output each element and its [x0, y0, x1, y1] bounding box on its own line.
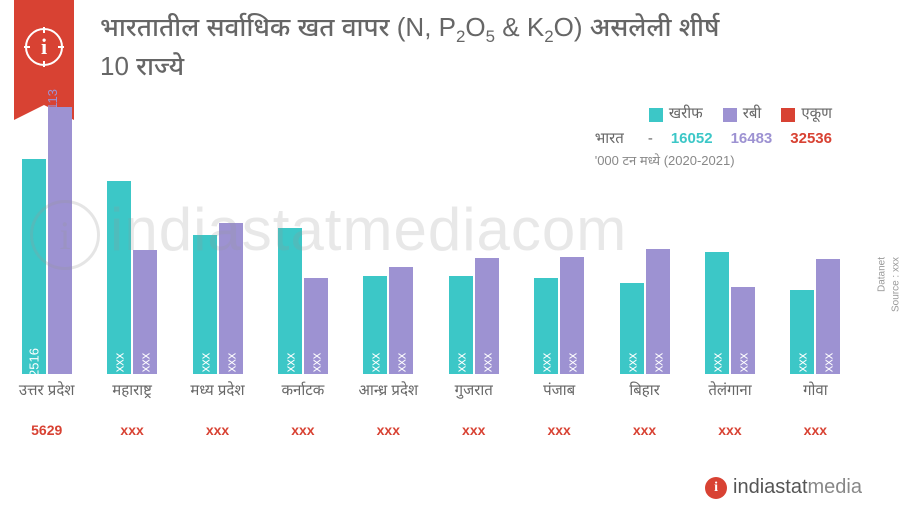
state-group: xxxxxxमहाराष्ट्रxxx [95, 100, 168, 438]
bar-pair: xxxxxx [779, 100, 852, 374]
bar-chart: 25163113उत्तर प्रदेश5629xxxxxxमहाराष्ट्र… [0, 100, 862, 438]
bar-kharif: xxx [278, 228, 302, 374]
bar-label-rabi: 3113 [45, 89, 60, 117]
bar-rabi: xxx [219, 223, 243, 374]
state-total: 5629 [31, 422, 62, 438]
bar-pair: xxxxxx [352, 100, 425, 374]
bar-rabi: xxx [560, 257, 584, 374]
bar-label-rabi: xxx [735, 353, 750, 373]
state-group: xxxxxxबिहारxxx [608, 100, 681, 438]
bar-label-rabi: xxx [394, 353, 409, 373]
state-group: xxxxxxगोवाxxx [779, 100, 852, 438]
state-group: xxxxxxआन्ध्र प्रदेशxxx [352, 100, 425, 438]
bar-pair: xxxxxx [522, 100, 595, 374]
bar-kharif: xxx [363, 276, 387, 374]
bar-label-kharif: xxx [282, 353, 297, 373]
bar-label-rabi: xxx [308, 353, 323, 373]
state-name: कर्नाटक [282, 382, 325, 420]
state-name: पंजाब [543, 382, 575, 420]
bar-label-rabi: xxx [223, 353, 238, 373]
state-group: xxxxxxपंजाबxxx [522, 100, 595, 438]
state-name: उत्तर प्रदेश [19, 382, 75, 420]
footer-logo: i indiastatmedia [705, 476, 862, 499]
bar-kharif: xxx [790, 290, 814, 374]
state-total: xxx [462, 422, 485, 438]
state-group: xxxxxxतेलंगानाxxx [693, 100, 766, 438]
state-name: तेलंगाना [708, 382, 751, 420]
state-total: xxx [804, 422, 827, 438]
bar-label-rabi: xxx [650, 353, 665, 373]
state-total: xxx [120, 422, 143, 438]
bar-label-kharif: 2516 [26, 348, 41, 377]
footer-logo-icon: i [705, 477, 727, 499]
bar-label-kharif: xxx [368, 353, 383, 373]
bar-pair: xxxxxx [181, 100, 254, 374]
bar-label-kharif: xxx [112, 353, 127, 373]
bar-kharif: xxx [705, 252, 729, 374]
footer-logo-text: indiastatmedia [733, 476, 862, 499]
state-total: xxx [377, 422, 400, 438]
info-icon-letter: i [41, 34, 47, 60]
side-credit-source: Source : xxx [891, 257, 902, 312]
state-group: xxxxxxमध्य प्रदेशxxx [181, 100, 254, 438]
bar-rabi: xxx [816, 259, 840, 374]
bar-label-rabi: xxx [565, 353, 580, 373]
side-credit-datanet: Datanet [877, 257, 888, 292]
bar-pair: xxxxxx [95, 100, 168, 374]
bar-label-rabi: xxx [138, 353, 153, 373]
bar-kharif: xxx [107, 181, 131, 374]
bar-pair: 2516 3113 [10, 100, 83, 374]
bar-label-kharif: xxx [709, 353, 724, 373]
bar-rabi: xxx [133, 250, 157, 374]
chart-container: i भारतातील सर्वाधिक खत वापर (N, P2O5 & K… [0, 0, 902, 513]
bar-kharif: xxx [534, 278, 558, 374]
state-name: बिहार [629, 382, 659, 420]
bar-pair: xxxxxx [437, 100, 510, 374]
state-group: xxxxxxगुजरातxxx [437, 100, 510, 438]
state-group: xxxxxxकर्नाटकxxx [266, 100, 339, 438]
bar-pair: xxxxxx [693, 100, 766, 374]
bar-rabi: 3113 [48, 107, 72, 374]
bar-rabi: xxx [475, 258, 499, 374]
state-name: मध्य प्रदेश [190, 382, 244, 420]
bar-pair: xxxxxx [608, 100, 681, 374]
bar-rabi: xxx [304, 278, 328, 374]
bar-rabi: xxx [646, 249, 670, 374]
info-icon: i [25, 28, 63, 66]
state-total: xxx [718, 422, 741, 438]
bar-label-kharif: xxx [539, 353, 554, 373]
bar-kharif: 2516 [22, 159, 46, 374]
state-total: xxx [547, 422, 570, 438]
bar-rabi: xxx [731, 287, 755, 374]
bar-kharif: xxx [620, 283, 644, 374]
header-ribbon: i [14, 0, 74, 105]
bar-label-kharif: xxx [624, 353, 639, 373]
bar-pair: xxxxxx [266, 100, 339, 374]
state-name: महाराष्ट्र [112, 382, 152, 420]
state-name: आन्ध्र प्रदेश [359, 382, 419, 420]
state-name: गुजरात [455, 382, 493, 420]
bar-kharif: xxx [449, 276, 473, 374]
bar-kharif: xxx [193, 235, 217, 374]
chart-title: भारतातील सर्वाधिक खत वापर (N, P2O5 & K2O… [100, 10, 750, 84]
bar-label-rabi: xxx [479, 353, 494, 373]
state-name: गोवा [803, 382, 828, 420]
state-total: xxx [633, 422, 656, 438]
bar-label-kharif: xxx [197, 353, 212, 373]
bar-label-rabi: xxx [821, 353, 836, 373]
state-total: xxx [206, 422, 229, 438]
bar-label-kharif: xxx [795, 353, 810, 373]
bar-label-kharif: xxx [453, 353, 468, 373]
state-group: 2516 3113 उत्तर प्रदेश 5629 [10, 100, 83, 438]
state-total: xxx [291, 422, 314, 438]
bar-rabi: xxx [389, 267, 413, 374]
